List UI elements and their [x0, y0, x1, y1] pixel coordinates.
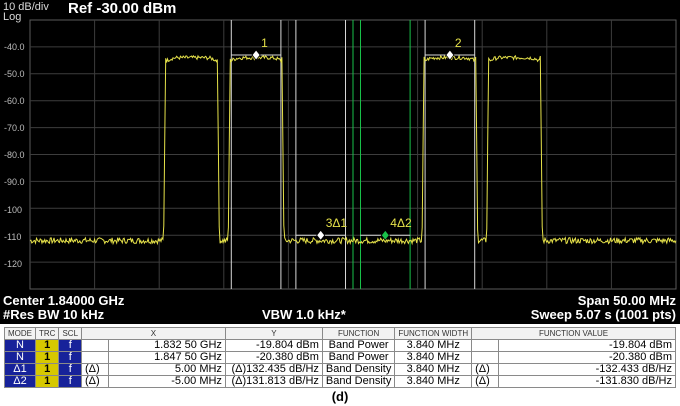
band-markers	[230, 20, 476, 289]
trace-cell: 1	[34, 375, 60, 388]
y-value-cell: -19.804 dBm	[224, 339, 323, 352]
mode-cell: N	[4, 351, 36, 364]
center-frequency: Center 1.84000 GHz	[3, 293, 125, 308]
marker-label: 2	[455, 36, 462, 50]
x-value-cell: 1.847 50 GHz	[108, 351, 226, 364]
x-flag-cell	[81, 339, 109, 352]
function-cell: Band Power	[321, 339, 396, 352]
function-cell: Band Density	[321, 375, 396, 388]
value-flag-cell: (Δ)	[471, 375, 500, 388]
resolution-bandwidth: #Res BW 10 kHz	[3, 307, 105, 322]
scale-cell: f	[58, 375, 83, 388]
scale-cell: f	[58, 363, 83, 376]
frequency-span: Span 50.00 MHz	[577, 293, 676, 308]
value-flag-cell	[471, 339, 500, 352]
spectrum-plot: 1 2 3Δ1 4Δ2	[29, 19, 677, 290]
reference-level: Ref -30.00 dBm	[68, 0, 177, 17]
y-value-cell: -20.380 dBm	[224, 351, 323, 364]
marker-diamond-icon	[251, 49, 261, 61]
y-value-cell: (Δ)131.813 dB/Hz	[224, 375, 323, 388]
marker-diamond-icon	[380, 229, 390, 241]
table-row[interactable]: N 1 f 1.847 50 GHz -20.380 dBm Band Powe…	[4, 351, 676, 364]
x-value-cell: 5.00 MHz	[108, 363, 226, 376]
col-header-function-width: FUNCTION WIDTH	[394, 327, 473, 340]
function-cell: Band Density	[321, 363, 396, 376]
function-width-cell: 3.840 MHz	[394, 339, 473, 352]
table-row[interactable]: N 1 f 1.832 50 GHz -19.804 dBm Band Powe…	[4, 339, 676, 352]
marker-diamond-icon	[316, 229, 326, 241]
function-cell: Band Power	[321, 351, 396, 364]
mode-cell: Δ1	[4, 363, 36, 376]
y-tick-label: -70.0	[4, 123, 25, 133]
spectrum-trace	[29, 54, 677, 246]
spectrum-analyzer-display: 10 dB/div Log Ref -30.00 dBm -40.0 -50.0…	[0, 0, 680, 324]
video-bandwidth: VBW 1.0 kHz*	[262, 307, 346, 322]
value-flag-cell	[471, 351, 500, 364]
col-header-trc: TRC	[34, 327, 60, 340]
y-tick-label: -50.0	[4, 69, 25, 79]
col-header-y: Y	[224, 327, 323, 340]
marker-label: 4Δ2	[390, 216, 412, 230]
x-flag-cell	[81, 351, 109, 364]
marker-group: 1 2 3Δ1 4Δ2	[231, 36, 475, 241]
marker-diamond-icon	[445, 49, 455, 61]
function-width-cell: 3.840 MHz	[394, 351, 473, 364]
marker-table: MODE TRC SCL X Y FUNCTION FUNCTION WIDTH…	[4, 327, 676, 388]
function-value-cell: -131.830 dB/Hz	[498, 375, 676, 388]
y-tick-label: -90.0	[4, 177, 25, 187]
y-tick-label: -40.0	[4, 42, 25, 52]
figure-caption: (d)	[331, 389, 349, 404]
y-value-cell: (Δ)132.435 dB/Hz	[224, 363, 323, 376]
x-flag-cell: (Δ)	[81, 375, 109, 388]
scale-cell: f	[58, 351, 83, 364]
trace-cell: 1	[34, 363, 60, 376]
y-tick-label: -60.0	[4, 96, 25, 106]
scale-cell: f	[58, 339, 83, 352]
table-row[interactable]: Δ1 1 f (Δ) 5.00 MHz (Δ)132.435 dB/Hz Ban…	[4, 363, 676, 376]
y-tick-label: -80.0	[4, 150, 25, 160]
sweep-time: Sweep 5.07 s (1001 pts)	[530, 307, 676, 322]
marker-table-header: MODE TRC SCL X Y FUNCTION FUNCTION WIDTH…	[4, 327, 676, 340]
col-header-scl: SCL	[58, 327, 83, 340]
col-header-mode: MODE	[4, 327, 36, 340]
col-header-function: FUNCTION	[321, 327, 396, 340]
scale-type: Log	[3, 11, 22, 23]
table-row[interactable]: Δ2 1 f (Δ) -5.00 MHz (Δ)131.813 dB/Hz Ba…	[4, 375, 676, 388]
mode-cell: N	[4, 339, 36, 352]
function-width-cell: 3.840 MHz	[394, 363, 473, 376]
col-header-function-value: FUNCTION VALUE	[471, 327, 676, 340]
y-tick-label: -100	[4, 205, 23, 215]
marker-label: 3Δ1	[326, 216, 348, 230]
trace-cell: 1	[34, 351, 60, 364]
function-width-cell: 3.840 MHz	[394, 375, 473, 388]
function-value-cell: -20.380 dBm	[498, 351, 676, 364]
mode-cell: Δ2	[4, 375, 36, 388]
x-flag-cell: (Δ)	[81, 363, 109, 376]
x-value-cell: 1.832 50 GHz	[108, 339, 226, 352]
trace-cell: 1	[34, 339, 60, 352]
x-value-cell: -5.00 MHz	[108, 375, 226, 388]
col-header-x: X	[81, 327, 226, 340]
marker-label: 1	[261, 36, 268, 50]
function-value-cell: -132.433 dB/Hz	[498, 363, 676, 376]
scale-per-division: 10 dB/div	[3, 1, 49, 13]
y-tick-label: -120	[4, 259, 23, 269]
function-value-cell: -19.804 dBm	[498, 339, 676, 352]
y-tick-label: -110	[4, 232, 22, 242]
value-flag-cell: (Δ)	[471, 363, 500, 376]
